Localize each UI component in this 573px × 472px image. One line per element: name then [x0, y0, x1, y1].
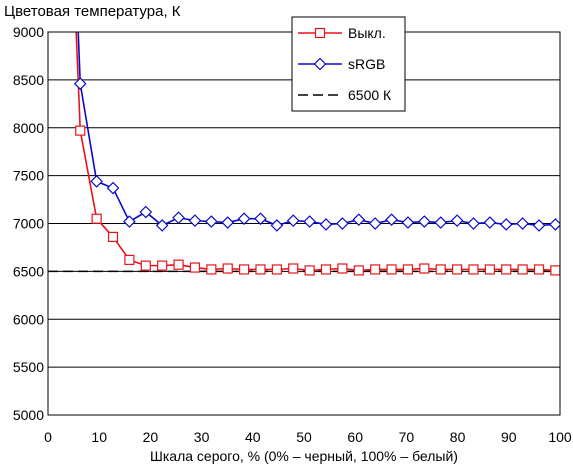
data-point-off-24	[451, 264, 463, 275]
data-point-srgb-2	[90, 175, 103, 188]
x-tick-label-5: 50	[296, 429, 312, 445]
data-point-off-17	[337, 263, 348, 274]
data-point-srgb-29	[532, 219, 546, 232]
data-point-srgb-21	[401, 216, 415, 229]
data-point-srgb-15	[303, 215, 316, 228]
y-tick-label-1: 5500	[13, 359, 44, 375]
data-point-off-28	[517, 264, 528, 275]
data-point-off-12	[255, 264, 266, 275]
legend-label-reference: 6500 К	[348, 87, 392, 103]
x-tick-label-10: 100	[548, 429, 572, 445]
data-point-srgb-22	[417, 215, 431, 228]
data-point-off-3	[107, 231, 119, 243]
data-point-off-11	[238, 264, 250, 275]
data-point-off-6	[157, 260, 168, 271]
data-point-off-19	[370, 264, 381, 275]
x-tick-label-6: 60	[347, 429, 363, 445]
data-point-off-1	[75, 125, 86, 136]
data-point-srgb-16	[319, 218, 333, 231]
data-point-off-23	[435, 264, 446, 275]
data-point-off-18	[353, 265, 364, 276]
x-tick-label-8: 80	[450, 429, 466, 445]
legend-label-srgb: sRGB	[348, 56, 385, 72]
data-point-off-15	[304, 265, 315, 276]
data-point-srgb-20	[385, 213, 398, 227]
data-point-srgb-3	[106, 181, 120, 195]
data-point-srgb-8	[188, 214, 202, 227]
data-point-off-10	[222, 263, 233, 274]
data-point-srgb-27	[499, 218, 513, 231]
x-tick-label-0: 0	[44, 429, 52, 445]
data-point-off-9	[206, 264, 217, 275]
data-point-off-5	[140, 260, 151, 271]
data-point-srgb-4	[123, 215, 136, 228]
y-tick-label-5: 7500	[13, 168, 44, 184]
data-point-off-2	[91, 213, 102, 224]
data-point-off-13	[271, 264, 282, 275]
data-point-srgb-11	[237, 212, 251, 226]
y-tick-label-0: 5000	[13, 407, 44, 423]
x-tick-label-9: 90	[501, 429, 517, 445]
data-point-srgb-13	[270, 219, 284, 232]
x-tick-label-3: 30	[194, 429, 210, 445]
y-tick-label-6: 8000	[13, 120, 44, 136]
data-point-srgb-24	[450, 214, 464, 227]
data-point-srgb-30	[549, 218, 560, 231]
data-point-srgb-5	[139, 205, 153, 219]
data-point-srgb-19	[368, 217, 382, 230]
y-tick-label-8: 9000	[13, 24, 44, 40]
data-point-srgb-18	[352, 213, 366, 227]
legend: Выкл. sRGB 6500 К	[291, 16, 406, 112]
data-point-srgb-28	[516, 217, 529, 230]
legend-marker-off	[314, 27, 326, 39]
x-tick-label-7: 70	[399, 429, 415, 445]
legend-marker-srgb	[313, 57, 327, 71]
y-tick-label-3: 6500	[13, 263, 44, 279]
data-point-srgb-6	[155, 219, 169, 232]
data-point-srgb-7	[172, 211, 185, 225]
y-tick-label-7: 8500	[13, 72, 44, 88]
plot-series	[73, 32, 560, 276]
data-point-off-14	[288, 263, 299, 274]
data-point-srgb-23	[434, 216, 448, 229]
x-axis-label: Шкала серого, % (0% – черный, 100% – бел…	[150, 448, 458, 464]
data-point-off-26	[484, 264, 495, 275]
y-tick-label-2: 6000	[13, 311, 44, 327]
data-point-srgb-25	[467, 217, 480, 230]
data-point-off-30	[550, 265, 560, 276]
chart-title: Цветовая температура, К	[4, 3, 181, 20]
data-point-srgb-1	[73, 77, 87, 91]
data-point-off-4	[124, 254, 135, 265]
x-tick-label-1: 10	[91, 429, 107, 445]
data-point-off-20	[386, 264, 397, 275]
y-axis-ticks: 5000 5500 6000 6500 7000 7500 8000 8500 9000	[13, 24, 44, 423]
data-point-off-21	[402, 264, 414, 275]
data-point-srgb-12	[254, 212, 267, 226]
data-point-off-27	[501, 264, 512, 275]
x-tick-label-4: 40	[245, 429, 261, 445]
data-point-off-22	[419, 263, 430, 274]
data-point-off-25	[468, 264, 479, 275]
data-point-srgb-14	[286, 214, 300, 227]
data-point-off-29	[533, 264, 545, 275]
legend-label-off: Выкл.	[348, 25, 386, 41]
data-point-srgb-9	[204, 215, 218, 228]
x-tick-label-2: 20	[143, 429, 159, 445]
x-axis-ticks: 0 10 20 30 40 50 60 70 80 90 100	[44, 429, 572, 445]
y-tick-label-4: 7000	[13, 216, 44, 232]
data-point-off-16	[320, 264, 332, 275]
data-point-off-8	[189, 262, 201, 273]
data-point-srgb-17	[336, 217, 349, 230]
data-point-srgb-10	[221, 216, 235, 229]
data-point-off-7	[173, 259, 184, 270]
data-point-srgb-26	[483, 216, 497, 229]
